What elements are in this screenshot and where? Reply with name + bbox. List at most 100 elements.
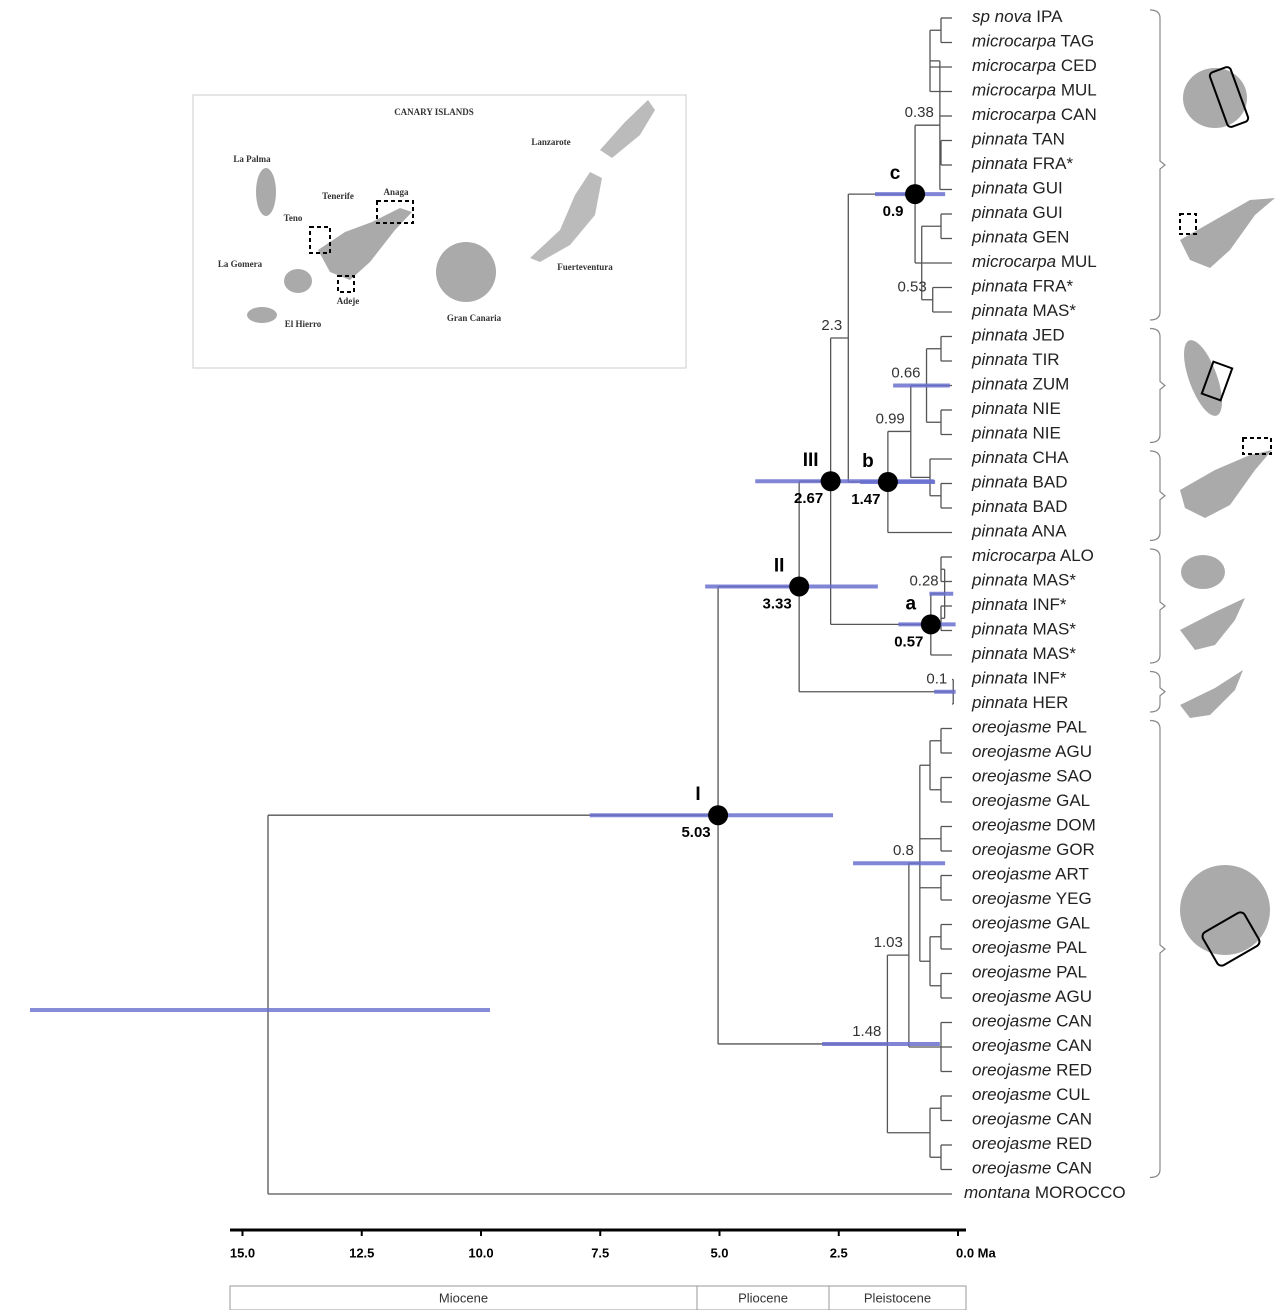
- node-age: 0.57: [894, 633, 923, 650]
- map-label: Tenerife: [322, 191, 354, 201]
- map-label: Anaga: [383, 187, 409, 197]
- population: BAD: [1033, 497, 1068, 516]
- species: oreojasme: [972, 1061, 1051, 1080]
- map-inset: CANARY ISLANDS La Palma Tenerife Anaga T…: [193, 95, 686, 368]
- species: pinnata: [971, 595, 1028, 614]
- tip-label: sp nova IPA: [972, 7, 1063, 26]
- node-labels: 0.380.53c0.90.660.99b1.472.30.28a0.57III…: [681, 104, 947, 1040]
- tip-label: pinnata HER: [971, 693, 1068, 712]
- tip-label: pinnata NIE: [971, 399, 1061, 418]
- node-age: 1.03: [874, 934, 903, 951]
- epoch-label: Pleistocene: [864, 1290, 931, 1305]
- tip-label: pinnata BAD: [971, 473, 1067, 492]
- tip-label: pinnata GUI: [971, 179, 1063, 198]
- node-age: 0.28: [909, 573, 938, 590]
- species: pinnata: [971, 301, 1028, 320]
- population: MUL: [1061, 252, 1097, 271]
- population: BAD: [1033, 473, 1068, 492]
- node-marker: [878, 472, 898, 492]
- tip-label: pinnata INF*: [971, 669, 1067, 688]
- node-age: 1.47: [851, 491, 880, 508]
- species: microcarpa: [972, 81, 1056, 100]
- tip-label: oreojasme CUL: [972, 1085, 1090, 1104]
- population: CUL: [1056, 1085, 1090, 1104]
- phylogeny-figure: CANARY ISLANDS La Palma Tenerife Anaga T…: [0, 0, 1287, 1310]
- tip-label: pinnata NIE: [971, 424, 1061, 443]
- node-age: 0.53: [898, 279, 927, 296]
- mini-map: [1176, 336, 1230, 421]
- node-age: 1.48: [852, 1023, 881, 1040]
- species: oreojasme: [972, 840, 1051, 859]
- species: microcarpa: [972, 252, 1056, 271]
- species: microcarpa: [972, 56, 1056, 75]
- tip-label: oreojasme GAL: [972, 791, 1090, 810]
- population: SAO: [1056, 767, 1092, 786]
- clade-label: III: [803, 450, 819, 471]
- node-age: 2.3: [821, 317, 842, 334]
- node-marker: [789, 576, 809, 596]
- mini-map: [1180, 670, 1243, 718]
- species: oreojasme: [972, 914, 1051, 933]
- tip-label: pinnata FRA*: [971, 154, 1074, 173]
- map-label: El Hierro: [285, 319, 322, 329]
- node-age: 0.99: [876, 410, 905, 427]
- species: pinnata: [971, 693, 1028, 712]
- tip-label: pinnata ANA: [971, 522, 1067, 541]
- population: MUL: [1061, 81, 1097, 100]
- tip-label: montana MOROCCO: [964, 1183, 1126, 1202]
- population: PAL: [1056, 938, 1087, 957]
- species: oreojasme: [972, 1134, 1051, 1153]
- map-label: Fuerteventura: [557, 262, 613, 272]
- population: TAN: [1032, 130, 1065, 149]
- mini-map: [1180, 450, 1272, 518]
- tip-label: oreojasme RED: [972, 1061, 1092, 1080]
- tip-label: oreojasme SAO: [972, 767, 1092, 786]
- tip-label: oreojasme AGU: [972, 742, 1092, 761]
- epoch-label: Pliocene: [738, 1290, 788, 1305]
- mini-map: [1180, 598, 1245, 650]
- clade-label: II: [774, 555, 785, 576]
- species: microcarpa: [972, 105, 1056, 124]
- population: MAS*: [1033, 571, 1077, 590]
- species: oreojasme: [972, 718, 1051, 737]
- map-label: La Palma: [233, 154, 271, 164]
- tick-label: 7.5: [591, 1245, 609, 1260]
- tip-label: oreojasme PAL: [972, 963, 1087, 982]
- tip-label: oreojasme AGU: [972, 987, 1092, 1006]
- population: GUI: [1033, 203, 1063, 222]
- population: NIE: [1033, 399, 1061, 418]
- species: pinnata: [971, 497, 1028, 516]
- tip-label: microcarpa TAG: [972, 32, 1094, 51]
- map-label: Lanzarote: [531, 137, 570, 147]
- population: FRA*: [1033, 277, 1074, 296]
- tip-label: oreojasme RED: [972, 1134, 1092, 1153]
- tip-label: oreojasme DOM: [972, 816, 1096, 835]
- species: oreojasme: [972, 742, 1051, 761]
- population: GOR: [1056, 840, 1095, 859]
- species: oreojasme: [972, 1012, 1051, 1031]
- population: MOROCCO: [1035, 1183, 1126, 1202]
- tip-label: pinnata MAS*: [971, 571, 1076, 590]
- mini-map: [1183, 68, 1247, 128]
- tip-label: pinnata JED: [971, 326, 1065, 345]
- population: RED: [1056, 1134, 1092, 1153]
- island: [247, 307, 277, 323]
- tick-label: 0.0 Ma: [956, 1245, 997, 1260]
- tip-label: microcarpa CAN: [972, 105, 1097, 124]
- population: GEN: [1033, 228, 1070, 247]
- tip-label: pinnata MAS*: [971, 301, 1076, 320]
- population: DOM: [1056, 816, 1096, 835]
- species: pinnata: [971, 669, 1028, 688]
- clade-label: I: [695, 784, 700, 805]
- tick-label: 2.5: [830, 1245, 848, 1260]
- tip-label: pinnata MAS*: [971, 644, 1076, 663]
- population: GUI: [1033, 179, 1063, 198]
- mini-map: [1180, 865, 1270, 955]
- bracket: [1150, 329, 1165, 443]
- tip-label: pinnata FRA*: [971, 277, 1074, 296]
- mini-maps: [1176, 66, 1275, 967]
- species: oreojasme: [972, 1159, 1051, 1178]
- population: TAG: [1061, 32, 1095, 51]
- population: MAS*: [1033, 644, 1077, 663]
- tick-label: 12.5: [349, 1245, 374, 1260]
